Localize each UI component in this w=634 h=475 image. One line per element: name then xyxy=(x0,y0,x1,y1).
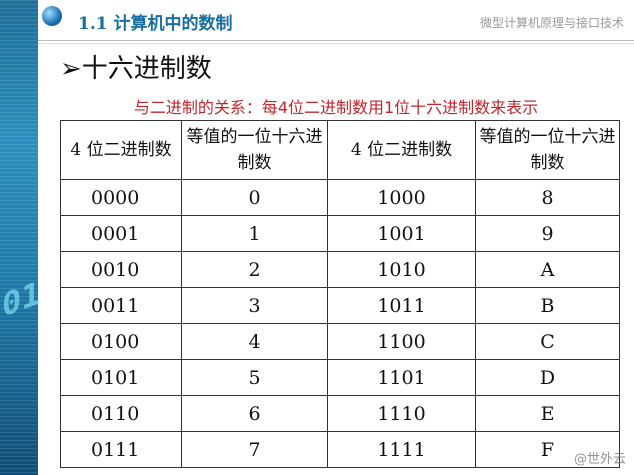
table-header-row: 4 位二进制数 等值的一位十六进制数 4 位二进制数 等值的一位十六进制数 xyxy=(60,120,620,180)
slide-subtitle: 与二进制的关系：每4位二进制数用1位十六进制数来表示 xyxy=(133,98,539,117)
table-cell: 7 xyxy=(181,431,328,468)
table-cell: B xyxy=(475,287,620,324)
table-cell: 2 xyxy=(181,251,328,288)
table-cell: 6 xyxy=(181,395,328,432)
column-header: 等值的一位十六进制数 xyxy=(475,120,620,180)
table-cell: E xyxy=(475,395,620,432)
table-cell: 1111 xyxy=(327,431,476,468)
binary-hex-table: 4 位二进制数 等值的一位十六进制数 4 位二进制数 等值的一位十六进制数 00… xyxy=(60,120,620,468)
table-cell: 1101 xyxy=(327,359,476,396)
table-cell: 0000 xyxy=(60,179,182,216)
table-cell: 0001 xyxy=(60,215,182,252)
decorative-side-band: 01 xyxy=(0,0,41,475)
table-cell: 1001 xyxy=(327,215,476,252)
table-cell: 0011 xyxy=(60,287,182,324)
section-title: 1.1 计算机中的数制 xyxy=(78,14,233,34)
table-cell: 0111 xyxy=(60,431,182,468)
globe-icon xyxy=(42,6,62,26)
table-cell: 8 xyxy=(475,179,620,216)
table-cell: F xyxy=(475,431,620,468)
table-row: 0011 3 1011 B xyxy=(60,287,620,324)
table-row: 0010 2 1010 A xyxy=(60,251,620,288)
table-cell: 1110 xyxy=(327,395,476,432)
slide-header: 1.1 计算机中的数制 微型计算机原理与接口技术 xyxy=(38,0,634,42)
table-cell: 0110 xyxy=(60,395,182,432)
table-cell: 4 xyxy=(181,323,328,360)
table-row: 0111 7 1111 F xyxy=(60,431,620,468)
table-cell: 0010 xyxy=(60,251,182,288)
table-cell: 1000 xyxy=(327,179,476,216)
table-cell: 5 xyxy=(181,359,328,396)
table-cell: 1100 xyxy=(327,323,476,360)
table-row: 0110 6 1110 E xyxy=(60,395,620,432)
column-header: 4 位二进制数 xyxy=(60,120,182,180)
binary-digits-decoration: 01 xyxy=(2,272,41,326)
table-cell: 1 xyxy=(181,215,328,252)
table-cell: C xyxy=(475,323,620,360)
table-row: 0101 5 1101 D xyxy=(60,359,620,396)
table-cell: A xyxy=(475,251,620,288)
column-header: 等值的一位十六进制数 xyxy=(181,120,328,180)
table-cell: 0100 xyxy=(60,323,182,360)
column-header: 4 位二进制数 xyxy=(327,120,476,180)
slide-title: ➢十六进制数 xyxy=(60,54,212,84)
table-row: 0000 0 1000 8 xyxy=(60,179,620,216)
table-cell: 0101 xyxy=(60,359,182,396)
watermark: @世外云 xyxy=(573,452,626,467)
table-cell: 9 xyxy=(475,215,620,252)
table-row: 0100 4 1100 C xyxy=(60,323,620,360)
table-cell: D xyxy=(475,359,620,396)
table-cell: 1010 xyxy=(327,251,476,288)
header-divider xyxy=(38,40,634,44)
table-cell: 3 xyxy=(181,287,328,324)
table-row: 0001 1 1001 9 xyxy=(60,215,620,252)
table-cell: 0 xyxy=(181,179,328,216)
table-cell: 1011 xyxy=(327,287,476,324)
course-name: 微型计算机原理与接口技术 xyxy=(479,16,624,30)
